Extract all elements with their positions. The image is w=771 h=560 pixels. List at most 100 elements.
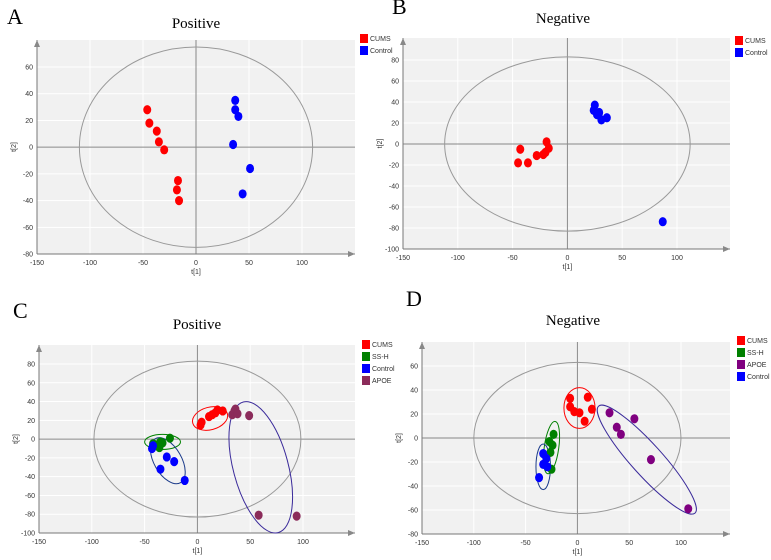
x-tick-label: 100 xyxy=(297,539,309,546)
chart-title-d: Negative xyxy=(545,313,601,329)
legend-label: APOE xyxy=(372,378,392,385)
y-tick-label: -60 xyxy=(408,508,418,515)
legend-label: Control xyxy=(370,48,393,55)
point-cums xyxy=(173,175,182,186)
point-apoe xyxy=(616,429,625,439)
x-tick-label: -100 xyxy=(83,260,97,267)
panel-a: -150 -100 -50 0 50 100 -80 -60 -40 -20 0 20 40 60 t[1]… xyxy=(11,34,393,276)
point-ss-h xyxy=(165,433,174,443)
ellipse-hotelling-t2 xyxy=(444,56,691,232)
y-tick-label: 0 xyxy=(414,436,418,443)
point-cums xyxy=(152,126,161,136)
panel-label-d: D xyxy=(406,286,422,311)
legend-label: SS-H xyxy=(747,350,764,357)
y-axis-arrow-icon xyxy=(36,345,42,352)
point-ss-h xyxy=(548,440,557,450)
point-apoe xyxy=(684,504,693,514)
y-tick-label: 40 xyxy=(410,388,418,395)
x-tick-label: -50 xyxy=(138,260,148,267)
point-apoe xyxy=(630,414,639,424)
point-control xyxy=(149,441,158,451)
x-tick-label: 50 xyxy=(618,255,626,262)
legend-swatch xyxy=(737,348,745,357)
point-cums xyxy=(197,417,206,427)
legend-label: Control xyxy=(745,50,768,57)
y-tick-label: 0 xyxy=(31,437,35,444)
point-cums xyxy=(143,105,152,115)
y-tick-label: -80 xyxy=(25,512,35,519)
legend-swatch xyxy=(737,372,745,381)
point-control xyxy=(229,139,238,150)
x-tick-label: 100 xyxy=(675,540,687,547)
y-axis-arrow-icon xyxy=(419,342,425,349)
chart-title-a: Positive xyxy=(171,16,221,32)
y-tick-label: 20 xyxy=(27,418,35,425)
y-axis-arrow-icon xyxy=(400,38,406,45)
y-tick-label: 60 xyxy=(391,79,399,86)
y-tick-label: 20 xyxy=(410,412,418,419)
x-tick-label: 50 xyxy=(625,540,633,547)
point-cums xyxy=(580,416,589,426)
point-control xyxy=(535,473,544,483)
y-axis-label: t[2] xyxy=(377,139,384,149)
point-cums xyxy=(154,137,163,147)
point-apoe xyxy=(605,408,614,418)
x-tick-label: 50 xyxy=(245,260,253,267)
point-cums xyxy=(218,406,227,416)
x-tick-label: -150 xyxy=(415,540,429,547)
ellipse-control xyxy=(149,437,186,485)
y-tick-label: 0 xyxy=(29,145,33,152)
point-apoe xyxy=(245,411,254,421)
legend-swatch xyxy=(362,340,370,349)
y-tick-label: 40 xyxy=(391,100,399,107)
x-tick-label: 0 xyxy=(575,540,579,547)
y-axis-label: t[2] xyxy=(11,142,18,152)
legend-swatch xyxy=(360,34,368,43)
point-control xyxy=(543,462,552,472)
x-tick-label: -150 xyxy=(396,255,410,262)
point-cums xyxy=(145,118,154,128)
legend-label: SS-H xyxy=(372,354,389,361)
point-control xyxy=(162,452,171,462)
legend-label: CUMS xyxy=(747,338,768,345)
x-tick-label: 0 xyxy=(195,539,199,546)
y-tick-label: -60 xyxy=(23,225,33,232)
point-cums xyxy=(172,185,181,195)
point-control xyxy=(156,464,165,474)
x-tick-label: 0 xyxy=(565,255,569,262)
panel-b: -150 -100 -50 0 50 100-100-80-60-40-200204060… xyxy=(377,36,768,271)
x-axis-label: t[1] xyxy=(573,549,583,556)
ellipse-hotelling-t2 xyxy=(93,360,302,518)
y-tick-label: -40 xyxy=(23,198,33,205)
point-cums xyxy=(566,393,575,403)
point-control xyxy=(231,95,240,105)
ellipse-hotelling-t2 xyxy=(473,361,682,515)
y-tick-label: -40 xyxy=(25,474,35,481)
legend-swatch xyxy=(735,36,743,45)
legend-swatch xyxy=(737,336,745,345)
point-cums xyxy=(514,158,523,168)
legend-label: CUMS xyxy=(372,342,393,349)
y-tick-label: -100 xyxy=(21,531,35,538)
y-tick-label: -80 xyxy=(389,226,399,233)
x-axis-arrow-icon xyxy=(723,531,730,537)
y-tick-label: -20 xyxy=(23,171,33,178)
point-ss-h xyxy=(549,429,558,439)
legend-swatch xyxy=(735,48,743,57)
x-axis-label: t[1] xyxy=(563,264,573,271)
point-cums xyxy=(523,158,532,168)
x-axis-arrow-icon xyxy=(723,246,730,252)
panel-label-c: C xyxy=(13,298,28,323)
y-tick-label: 40 xyxy=(27,399,35,406)
y-tick-label: -40 xyxy=(389,184,399,191)
point-cums xyxy=(532,150,541,161)
y-tick-label: 40 xyxy=(25,91,33,98)
point-cums xyxy=(541,147,550,157)
y-tick-label: -40 xyxy=(408,484,418,491)
y-tick-label: -20 xyxy=(389,163,399,170)
x-tick-label: -150 xyxy=(30,260,44,267)
legend-swatch xyxy=(362,376,370,385)
point-apoe xyxy=(292,511,301,521)
